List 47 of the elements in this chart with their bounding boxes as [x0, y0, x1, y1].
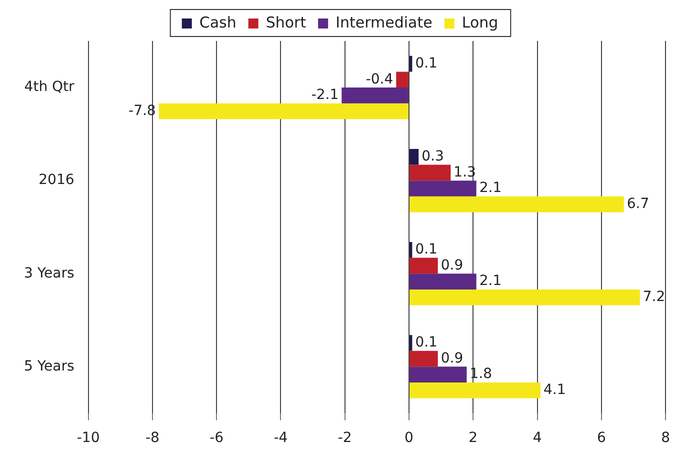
x-tick-label: -4: [274, 430, 288, 446]
bar: [409, 366, 467, 382]
x-tick-label: 4: [532, 430, 542, 446]
data-label: 2.1: [479, 273, 502, 290]
bar: [409, 289, 640, 306]
bar: [409, 148, 419, 165]
x-tick-label: -2: [338, 430, 352, 446]
bar: [409, 242, 412, 258]
bar: [342, 88, 408, 104]
x-tick-label: -8: [145, 430, 160, 446]
x-tick-label: 6: [596, 430, 606, 446]
bar: [409, 164, 451, 181]
bar: [409, 382, 540, 398]
data-label: 2.1: [479, 180, 502, 196]
legend-label: Cash: [199, 13, 236, 32]
bar: [409, 56, 412, 72]
bar: [409, 196, 624, 212]
bar: [409, 258, 438, 274]
data-label: -0.4: [366, 71, 394, 88]
legend-label: Short: [266, 13, 306, 32]
bar: [409, 335, 412, 351]
data-label: 0.1: [415, 55, 438, 72]
x-tick-label: 8: [661, 430, 670, 446]
y-tick-label: 2016: [38, 172, 74, 188]
y-tick-label: 3 Years: [24, 265, 74, 282]
x-tick-label: 2: [468, 430, 478, 446]
bar: [396, 72, 408, 88]
data-label: 7.2: [642, 288, 666, 305]
legend-label: Intermediate: [336, 13, 432, 32]
data-label: 0.1: [415, 334, 438, 351]
y-tick-label: 5 Years: [24, 358, 74, 374]
data-label: 0.3: [422, 148, 444, 164]
data-label: 6.7: [626, 196, 650, 212]
x-tick-label: -6: [210, 430, 224, 446]
data-label: -2.1: [311, 87, 339, 104]
x-tick-label: -10: [76, 430, 100, 446]
legend-label: Long: [462, 13, 498, 32]
data-label: 0.1: [415, 242, 438, 258]
x-tick-label: 0: [404, 430, 414, 446]
bar: [409, 350, 438, 367]
bar: [409, 180, 476, 196]
data-label: 4.1: [543, 382, 566, 398]
data-label: 0.9: [440, 350, 464, 366]
bar: [158, 103, 408, 120]
data-label: 0.9: [440, 257, 464, 274]
y-tick-label: 4th Qtr: [24, 79, 75, 96]
bar: [409, 274, 476, 290]
